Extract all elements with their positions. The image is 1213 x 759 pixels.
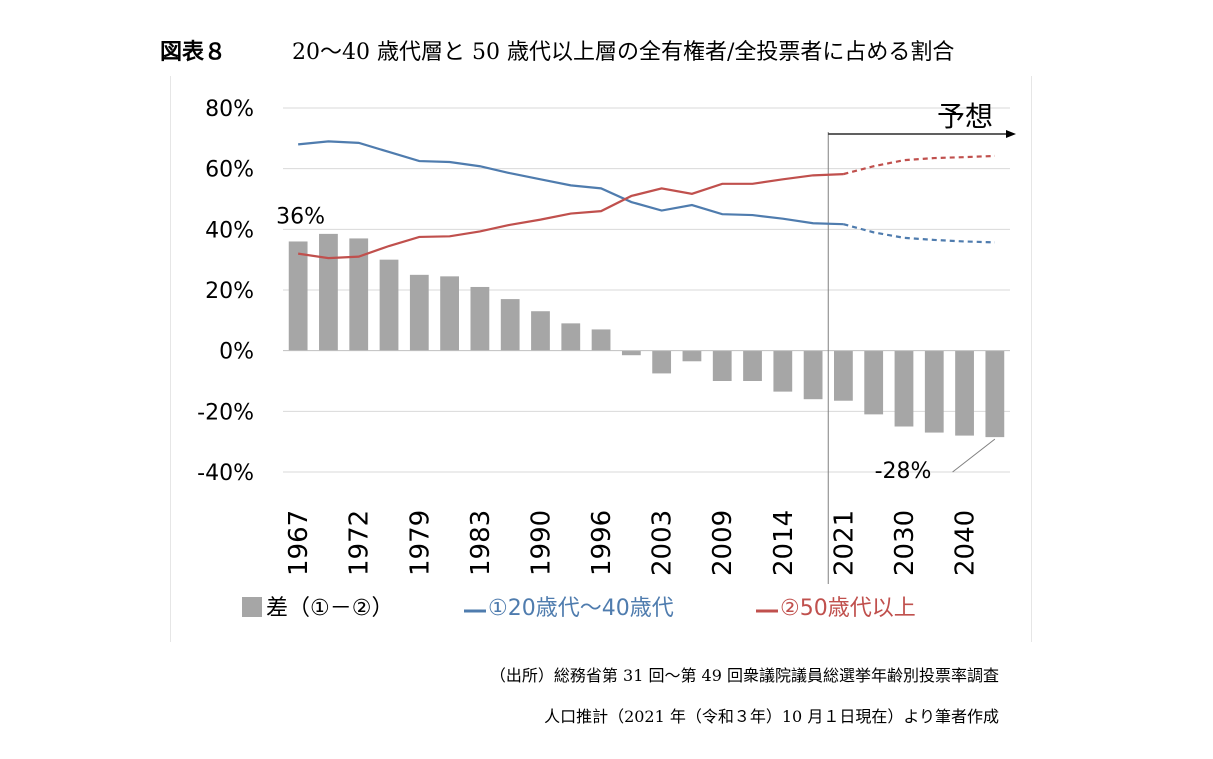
annotation-leader-line — [952, 438, 996, 473]
bar — [440, 276, 459, 351]
chart-canvas: 80% 60% 40% 20% 0% -20% -40% 予想 36% -28% 1967 1972 1… — [197, 97, 1016, 621]
legend-label: ①20歳代～40歳代 — [488, 596, 674, 621]
bar — [712, 350, 732, 381]
legend-label: 差（①－②） — [266, 596, 393, 621]
chart-container: 80% 60% 40% 20% 0% -20% -40% 予想 36% -28% 1967 1972 1… — [170, 76, 1032, 642]
bar — [561, 323, 581, 351]
source-line-2: 人口推計（2021 年（令和３年）10 月１日現在）より筆者作成 — [544, 707, 999, 726]
bar — [773, 350, 793, 392]
bar — [409, 274, 429, 351]
bar — [349, 238, 369, 351]
chart-title: 20～40 歳代層と 50 歳代以上層の全有権者/全投票者に占める割合 — [292, 40, 955, 65]
bar — [652, 350, 672, 374]
source-line-1: （出所）総務省第 31 回～第 49 回衆議院議員総選挙年齢別投票率調査 — [489, 666, 999, 685]
y-tick-label: 0% — [219, 340, 254, 365]
bar — [500, 299, 520, 351]
x-tick-label: 1996 — [587, 510, 617, 576]
legend-label: ②50歳代以上 — [780, 596, 916, 621]
x-tick-label: 1983 — [466, 510, 496, 576]
annotation-label: -28% — [875, 459, 932, 484]
bar — [803, 350, 823, 400]
bar — [470, 286, 490, 351]
bar — [288, 241, 308, 351]
x-tick-label: 1990 — [526, 510, 556, 576]
forecast-label: 予想 — [937, 100, 993, 133]
y-tick-label: 80% — [205, 97, 254, 122]
series-line — [297, 173, 844, 260]
x-tick-label: 2040 — [951, 510, 981, 576]
bar — [531, 311, 550, 351]
y-tick-label: -20% — [197, 400, 254, 425]
x-tick-label: 1979 — [405, 510, 435, 576]
bar — [591, 329, 611, 351]
series-line-forecast — [843, 154, 995, 176]
bar — [955, 350, 974, 436]
x-tick-label: 2009 — [708, 510, 738, 576]
bar — [743, 350, 762, 381]
bar — [834, 350, 853, 401]
x-tick-label: 1967 — [284, 510, 314, 576]
bar — [985, 350, 1005, 438]
annotation-label: 36% — [276, 204, 325, 229]
legend-swatch-bar — [242, 597, 262, 617]
bar — [379, 259, 399, 351]
series-line-forecast — [843, 223, 995, 244]
y-tick-label: 60% — [205, 158, 254, 183]
bar — [894, 350, 914, 427]
bar — [621, 350, 641, 356]
y-tick-label: -40% — [197, 461, 254, 486]
series-line — [298, 140, 844, 226]
bar — [682, 350, 702, 362]
x-tick-label: 2003 — [648, 510, 678, 576]
x-tick-label: 1972 — [345, 510, 375, 576]
figure-label: 図表８ — [160, 39, 227, 65]
chart-header: 図表８ 20～40 歳代層と 50 歳代以上層の全有権者/全投票者に占める割合 — [160, 34, 954, 66]
forecast-arrow-head — [1006, 130, 1016, 138]
x-tick-label: 2014 — [769, 510, 799, 576]
bar — [864, 350, 884, 415]
y-tick-label: 20% — [205, 279, 254, 304]
x-tick-label: 2030 — [890, 510, 920, 576]
bar — [924, 350, 944, 433]
bar — [319, 233, 338, 351]
y-tick-label: 40% — [205, 218, 254, 243]
x-tick-label: 2021 — [829, 510, 859, 576]
